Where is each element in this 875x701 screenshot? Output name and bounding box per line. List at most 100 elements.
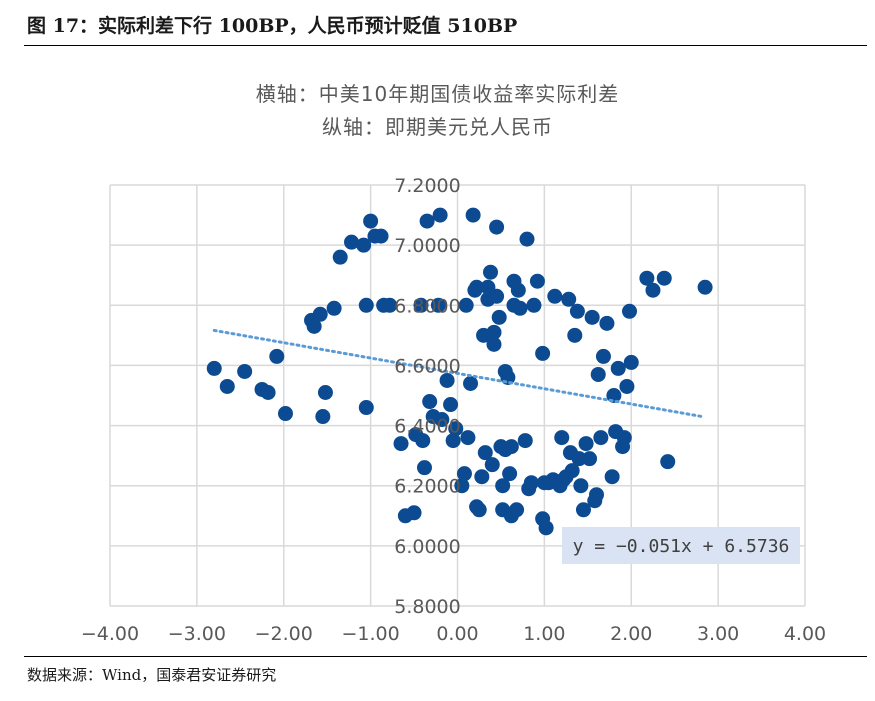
scatter-point	[483, 264, 499, 280]
scatter-point	[590, 366, 606, 382]
scatter-point	[460, 430, 476, 446]
scatter-point	[486, 336, 502, 352]
scatter-point	[554, 430, 570, 446]
scatter-point	[567, 327, 583, 343]
x-tick-label: −2.00	[255, 623, 313, 645]
scatter-point	[564, 463, 580, 479]
scatter-point	[358, 297, 374, 313]
scatter-point	[616, 430, 632, 446]
scatter-point	[523, 475, 539, 491]
scatter-point	[406, 505, 422, 521]
scatter-point	[382, 297, 398, 313]
scatter-point	[432, 207, 448, 223]
scatter-point	[306, 318, 322, 334]
scatter-point	[622, 303, 638, 319]
scatter-point	[660, 454, 676, 470]
scatter-point	[509, 502, 525, 518]
scatter-point	[448, 421, 464, 437]
scatter-point	[503, 439, 519, 455]
scatter-point	[584, 309, 600, 325]
chart-subtitle-y: 纵轴：即期美元兑人民币	[322, 115, 553, 139]
scatter-point	[500, 369, 516, 385]
scatter-point	[517, 433, 533, 449]
scatter-point	[326, 300, 342, 316]
scatter-point	[344, 234, 360, 250]
scatter-point	[413, 297, 429, 313]
scatter-point	[593, 430, 609, 446]
y-tick-label: 5.8000	[394, 596, 460, 618]
scatter-point	[604, 469, 620, 485]
grid	[109, 184, 806, 607]
scatter-point	[206, 360, 222, 376]
scatter-point	[471, 502, 487, 518]
scatter-point	[430, 297, 446, 313]
scatter-point	[373, 228, 389, 244]
scatter-point	[526, 297, 542, 313]
scatter-point	[363, 213, 379, 229]
scatter-point	[510, 282, 526, 298]
scatter-point	[529, 273, 545, 289]
scatter-point	[465, 207, 481, 223]
scatter-point	[486, 324, 502, 340]
scatter-point	[656, 270, 672, 286]
scatter-point	[454, 478, 470, 494]
x-tick-label: 0.00	[436, 623, 478, 645]
chart-subtitle-x: 横轴：中美10年期国债收益率实际利差	[255, 82, 620, 106]
scatter-point	[474, 469, 490, 485]
scatter-point	[332, 249, 348, 265]
scatter-point	[573, 478, 589, 494]
x-tick-label: 4.00	[784, 623, 826, 645]
x-tick-label: −3.00	[168, 623, 226, 645]
y-tick-label: 6.4000	[394, 416, 460, 438]
scatter-point	[495, 478, 511, 494]
trendline	[212, 328, 703, 418]
trendline-group: y = −0.051x + 6.5736	[212, 328, 800, 564]
scatter-point	[315, 409, 331, 425]
scatter-point	[434, 412, 450, 428]
y-tick-label: 6.8000	[394, 295, 460, 317]
scatter-point	[582, 451, 598, 467]
x-tick-label: −1.00	[342, 623, 400, 645]
scatter-point	[578, 436, 594, 452]
scatter-point	[317, 384, 333, 400]
scatter-point	[571, 451, 587, 467]
scatter-point	[477, 445, 493, 461]
scatter-point	[484, 457, 500, 473]
scatter-point	[623, 354, 639, 370]
x-tick-label: 1.00	[523, 623, 565, 645]
y-tick-label: 6.6000	[394, 355, 460, 377]
scatter-point	[415, 433, 431, 449]
scatter-point	[538, 520, 554, 536]
scatter-point	[639, 270, 655, 286]
scatter-point	[489, 219, 505, 235]
scatter-point	[535, 345, 551, 361]
scatter-point	[445, 433, 461, 449]
x-tick-label: −4.00	[81, 623, 139, 645]
y-tick-label: 6.0000	[394, 536, 460, 558]
scatter-point	[312, 306, 328, 322]
figure-title: 图 17：实际利差下行 100BP，人民币预计贬值 510BP	[27, 15, 518, 37]
scatter-point	[697, 279, 713, 295]
scatter-point	[463, 375, 479, 391]
scatter-point	[260, 384, 276, 400]
y-tick-label: 6.2000	[394, 476, 460, 498]
scatter-point	[610, 360, 626, 376]
scatter-point	[277, 406, 293, 422]
scatter-point	[358, 400, 374, 416]
scatter-point	[439, 372, 455, 388]
title-rule	[24, 45, 867, 46]
scatter-point	[219, 378, 235, 394]
equation-box	[562, 527, 800, 564]
scatter-point	[393, 436, 409, 452]
scatter-point	[547, 288, 563, 304]
scatter-point	[575, 502, 591, 518]
trendline-equation: y = −0.051x + 6.5736	[573, 536, 790, 557]
source-note: 数据来源：Wind，国泰君安证券研究	[27, 666, 277, 684]
scatter-point	[569, 303, 585, 319]
scatter-point	[356, 237, 372, 253]
y-tick-label: 7.0000	[394, 235, 460, 257]
scatter-point	[589, 487, 604, 503]
scatter-point	[502, 466, 518, 482]
scatter-point	[561, 291, 577, 307]
